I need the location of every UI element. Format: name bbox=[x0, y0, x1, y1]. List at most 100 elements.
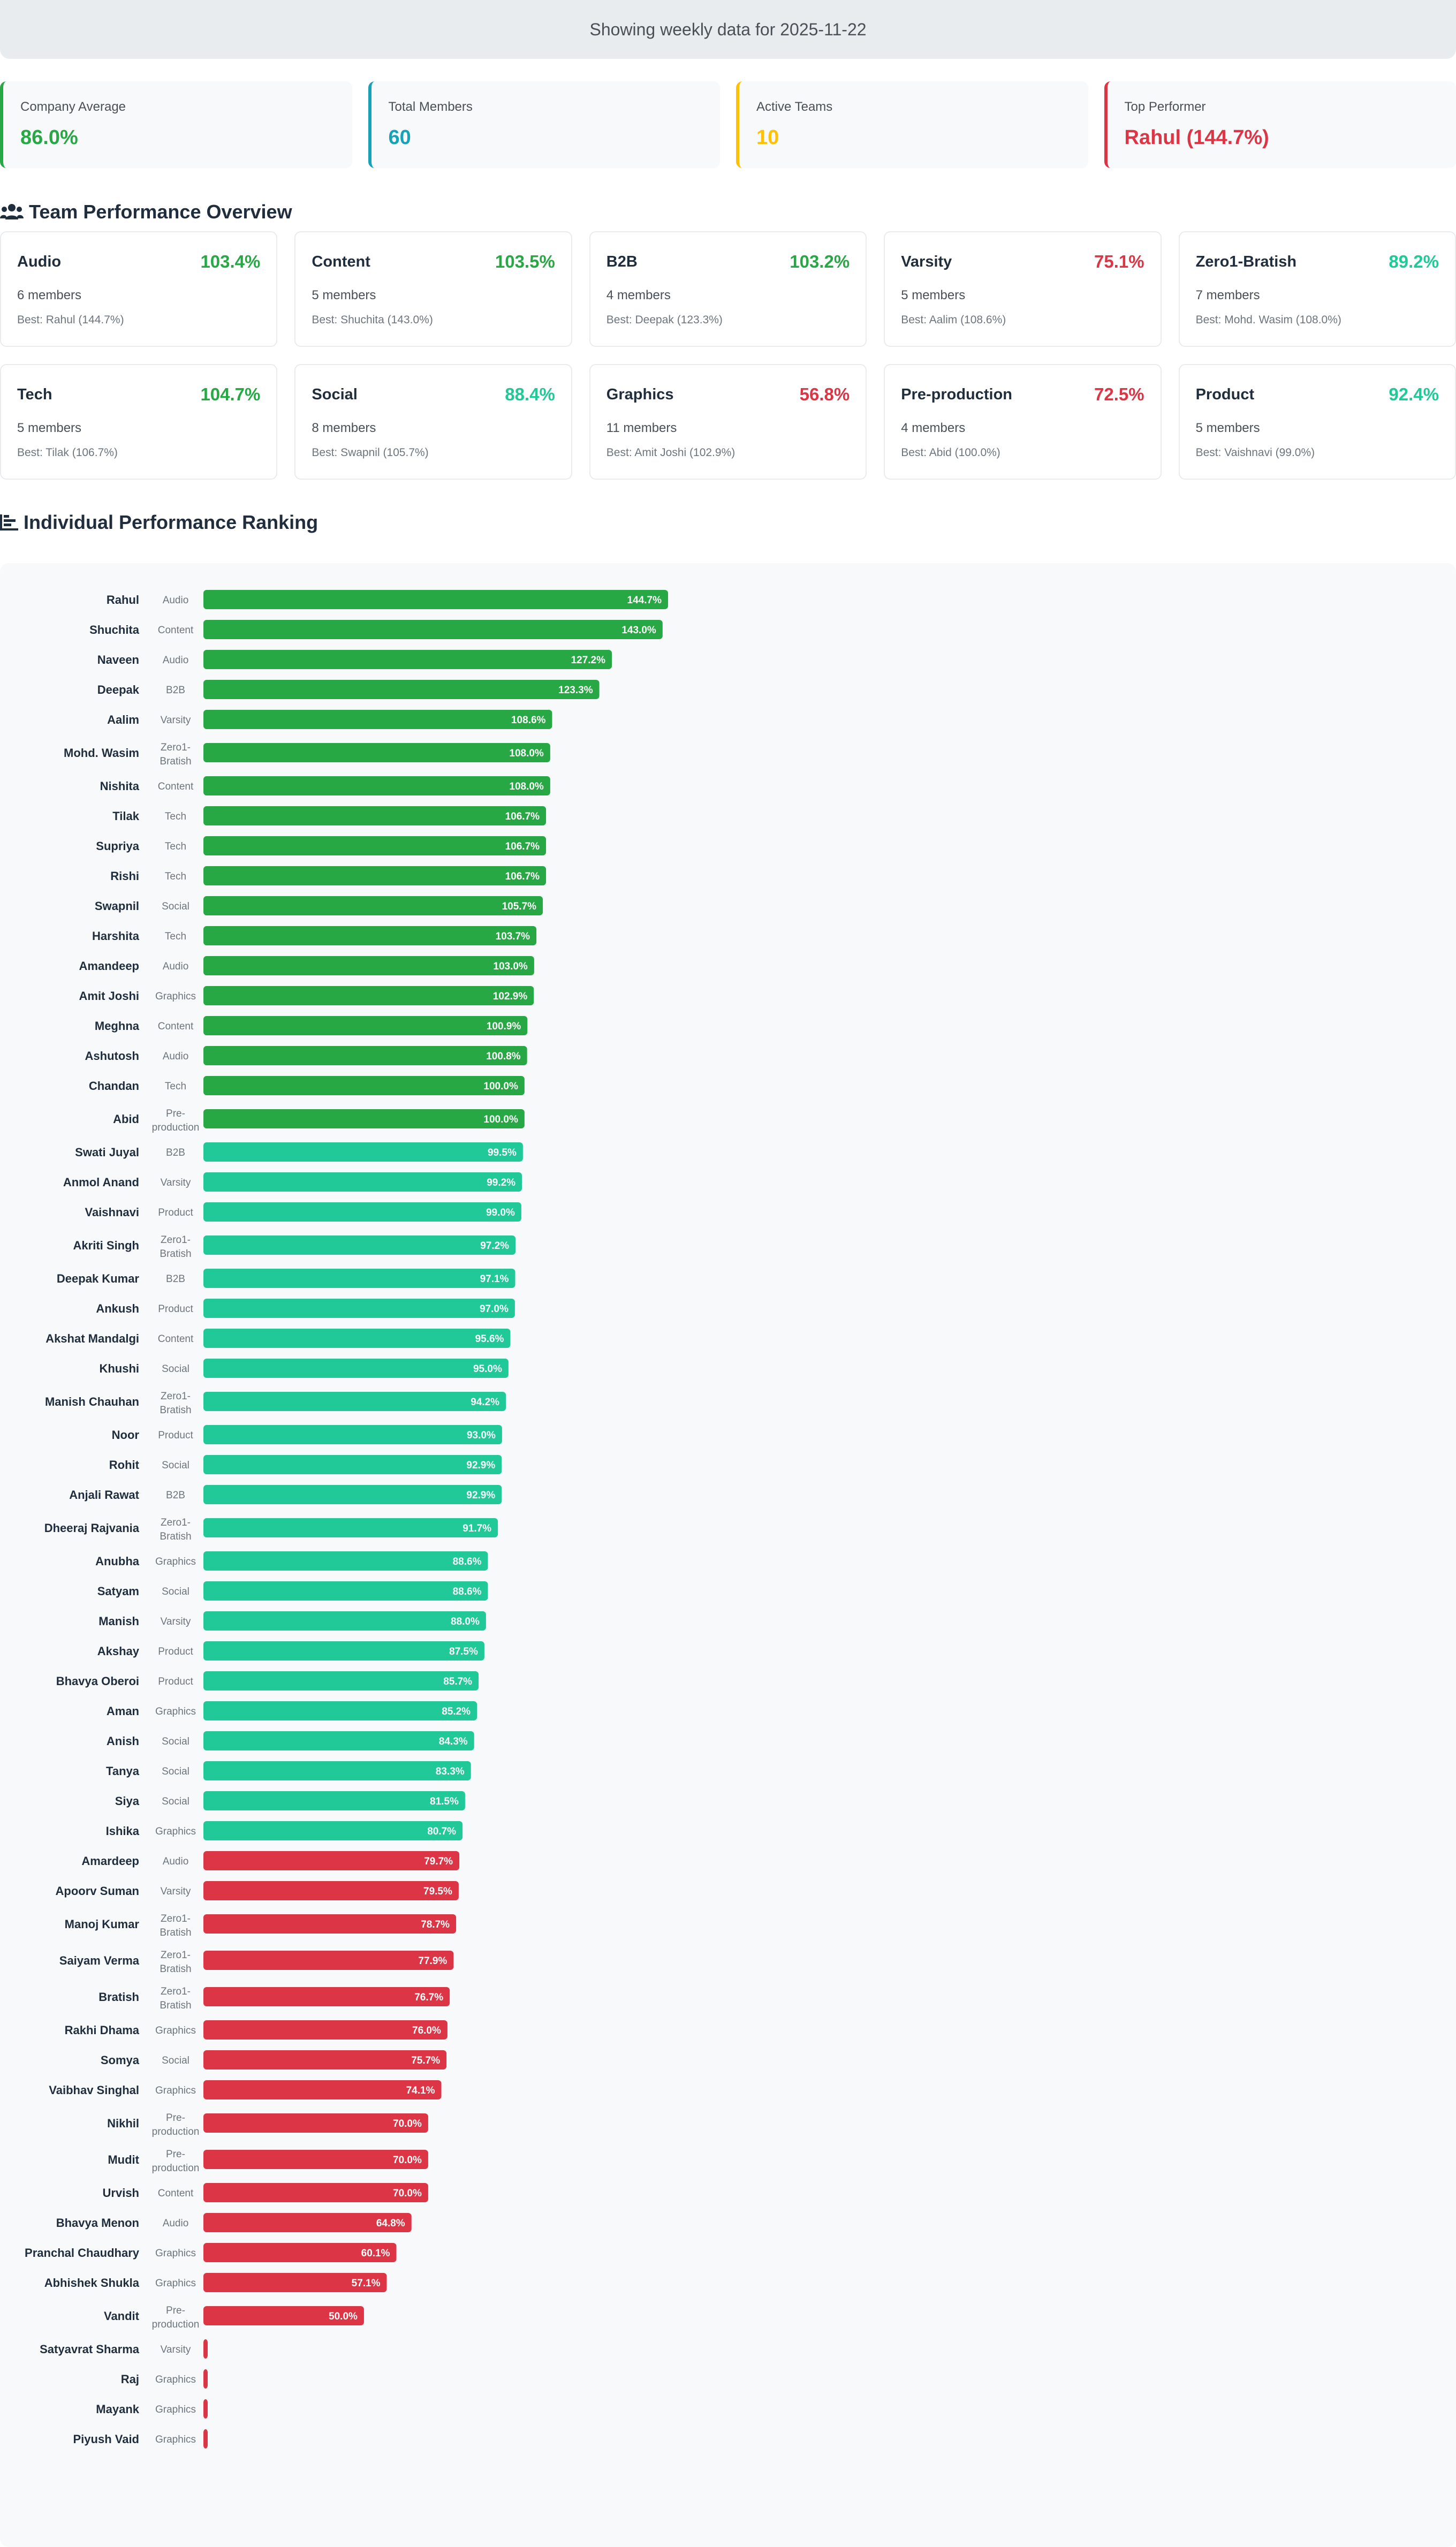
bar-name-label: Harshita bbox=[92, 929, 140, 943]
bar-name-label: Meghna bbox=[95, 1019, 140, 1033]
bar-name-label: Anmol Anand bbox=[63, 1176, 139, 1189]
bar-name-label: Dheeraj Rajvania bbox=[44, 1521, 140, 1535]
team-card-audio: Audio 103.4% 6 members Best: Rahul (144.7… bbox=[0, 231, 278, 347]
bar bbox=[203, 1731, 474, 1750]
team-best: Best: Abid (100.0%) bbox=[901, 446, 1000, 459]
bar-value-label: 57.1% bbox=[352, 2278, 381, 2289]
bar-team-label: Pre-production bbox=[152, 2112, 200, 2137]
bar bbox=[203, 650, 612, 669]
team-members: 4 members bbox=[901, 421, 966, 435]
bar-name-label: Nikhil bbox=[107, 2117, 139, 2130]
bar-team-label: Audio bbox=[163, 1856, 189, 1867]
bar-team-label: Graphics bbox=[155, 991, 196, 1002]
team-name: Pre-production bbox=[901, 385, 1013, 403]
bar-team-label: Audio bbox=[163, 961, 189, 972]
bar-team-label: Varsity bbox=[161, 715, 191, 726]
bar-value-label: 103.0% bbox=[493, 961, 528, 972]
bar-value-label: 105.7% bbox=[502, 901, 537, 912]
bar bbox=[203, 806, 547, 825]
bar-value-label: 95.6% bbox=[475, 1333, 504, 1345]
bar bbox=[203, 1518, 498, 1537]
team-score: 72.5% bbox=[1094, 384, 1144, 404]
team-members: 4 members bbox=[606, 288, 671, 302]
bar-name-label: Ankush bbox=[96, 1302, 139, 1315]
stat-value: 60 bbox=[388, 126, 411, 149]
bar-value-label: 64.8% bbox=[376, 2218, 405, 2229]
bar-value-label: 74.1% bbox=[406, 2085, 435, 2096]
bar-name-label: Bratish bbox=[98, 1990, 139, 2004]
bar-team-label: Graphics bbox=[155, 2248, 196, 2259]
bar-team-label: B2B bbox=[166, 1147, 185, 1158]
bar bbox=[203, 2020, 448, 2040]
team-name: Tech bbox=[17, 385, 52, 403]
team-card-pre-production: Pre-production 72.5% 4 members Best: Abid… bbox=[884, 364, 1162, 480]
stat-label: Top Performer bbox=[1124, 100, 1206, 114]
bar-name-label: Naveen bbox=[97, 653, 139, 666]
bar bbox=[203, 1951, 454, 1970]
bar-value-label: 106.7% bbox=[505, 841, 540, 852]
bar-value-label: 77.9% bbox=[418, 1955, 447, 1967]
bar bbox=[203, 2273, 387, 2292]
bar-name-label: Anubha bbox=[95, 1555, 140, 1568]
team-best: Best: Amit Joshi (102.9%) bbox=[606, 446, 735, 459]
bar-value-label: 50.0% bbox=[329, 2311, 358, 2322]
bar-team-label: Social bbox=[162, 2055, 189, 2066]
bar-name-label: Anjali Rawat bbox=[69, 1488, 139, 1502]
bar-value-label: 108.0% bbox=[509, 781, 544, 792]
bar-name-label: Rishi bbox=[110, 869, 139, 883]
bar-team-label: Audio bbox=[163, 2218, 189, 2229]
bar bbox=[203, 1701, 477, 1720]
bar-name-label: Rakhi Dhama bbox=[65, 2023, 140, 2037]
team-score: 103.5% bbox=[495, 252, 555, 271]
bar-value-label: 92.9% bbox=[466, 1460, 495, 1471]
bar bbox=[203, 1235, 516, 1255]
bar bbox=[203, 1142, 523, 1162]
bar-value-label: 70.0% bbox=[393, 2118, 422, 2129]
bar-team-label: Varsity bbox=[161, 1177, 191, 1188]
stat-value: Rahul (144.7%) bbox=[1124, 126, 1269, 149]
bar-name-label: Saiyam Verma bbox=[59, 1954, 140, 1967]
bar-team-label: Graphics bbox=[155, 2434, 196, 2445]
bar-team-label: Zero1-Bratish bbox=[160, 1986, 191, 2011]
bar-value-label: 108.6% bbox=[511, 715, 546, 726]
bar bbox=[203, 2050, 447, 2070]
bar bbox=[203, 1016, 528, 1035]
bar-team-label: Audio bbox=[163, 595, 189, 606]
bar-name-label: Satyavrat Sharma bbox=[40, 2343, 140, 2356]
team-score: 103.4% bbox=[200, 252, 261, 271]
bar bbox=[203, 620, 663, 639]
bar-name-label: Satyam bbox=[97, 1585, 139, 1598]
bar-value-label: 75.7% bbox=[411, 2055, 440, 2066]
bar-team-label: Zero1-Bratish bbox=[160, 742, 191, 767]
bar-team-label: Zero1-Bratish bbox=[160, 1391, 191, 1416]
bar-name-label: Khushi bbox=[99, 1362, 139, 1375]
team-name: Graphics bbox=[606, 385, 674, 403]
bar bbox=[203, 926, 537, 945]
bar-value-label: 99.5% bbox=[488, 1147, 517, 1158]
bar-value-label: 78.7% bbox=[421, 1919, 450, 1930]
bar-value-label: 70.0% bbox=[393, 2155, 422, 2166]
bar-value-label: 123.3% bbox=[558, 685, 593, 696]
bar-name-label: Mudit bbox=[108, 2153, 139, 2166]
bar-name-label: Siya bbox=[115, 1794, 140, 1808]
bar-team-label: Tech bbox=[165, 871, 186, 882]
bar bbox=[203, 986, 534, 1005]
stat-label: Active Teams bbox=[756, 100, 833, 114]
bar-name-label: Abhishek Shukla bbox=[44, 2276, 140, 2290]
bar-team-label: Product bbox=[158, 1430, 193, 1441]
bar-name-label: Amardeep bbox=[81, 1854, 139, 1868]
bar-team-label: Social bbox=[162, 1796, 189, 1807]
bar-team-label: Graphics bbox=[155, 2085, 196, 2096]
bar-name-label: Apoorv Suman bbox=[56, 1884, 139, 1898]
team-card-b2b: B2B 103.2% 4 members Best: Deepak (123.3%… bbox=[589, 231, 867, 347]
bar-value-label: 103.7% bbox=[496, 931, 530, 942]
bar-team-label: Content bbox=[158, 781, 194, 792]
team-score: 104.7% bbox=[200, 384, 261, 404]
team-best: Best: Deepak (123.3%) bbox=[606, 314, 723, 326]
bar bbox=[203, 1172, 522, 1192]
bar-name-label: Somya bbox=[101, 2053, 140, 2067]
bar bbox=[203, 1202, 521, 1222]
team-name: Audio bbox=[17, 253, 62, 270]
bar-team-label: Tech bbox=[165, 841, 186, 852]
bar-value-label: 88.6% bbox=[453, 1586, 482, 1597]
